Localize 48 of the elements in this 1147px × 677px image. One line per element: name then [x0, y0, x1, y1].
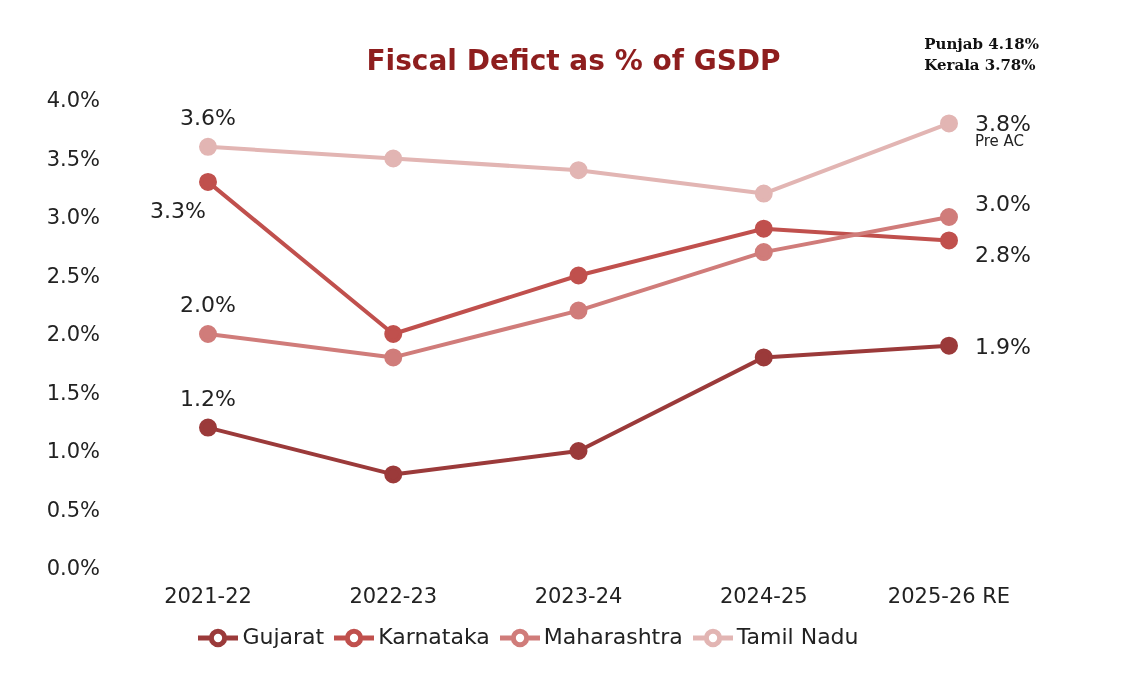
data-label: 3.6%	[180, 104, 236, 130]
point	[754, 219, 773, 238]
data-label: 2.0%	[180, 292, 236, 317]
point	[199, 418, 217, 437]
x-tick-label: 2024-25	[719, 583, 808, 608]
data-label: 1.9%	[975, 333, 1031, 359]
point	[754, 348, 773, 367]
y-tick-label: 2.5%	[46, 263, 100, 288]
data-label: 3.3%	[150, 197, 206, 223]
point	[384, 149, 403, 168]
legend-label: Maharashtra	[543, 624, 683, 649]
point	[754, 184, 773, 203]
point	[940, 231, 958, 250]
text: Kerala 3.78%	[924, 55, 1037, 76]
legend-label: Tamil Nadu	[736, 624, 859, 649]
x-tick-label: 2023-24	[534, 583, 623, 608]
x-tick-label: 2025-26 RE	[887, 583, 1011, 608]
legend-label: Karnataka	[378, 624, 490, 649]
y-tick-label: 3.0%	[46, 205, 100, 230]
x-tick-label: 2022-23	[349, 583, 438, 608]
point	[384, 465, 403, 484]
point	[199, 137, 217, 156]
y-tick-label: 3.5%	[46, 146, 100, 171]
y-tick-label: 0.0%	[46, 556, 100, 581]
point	[384, 325, 403, 343]
text: Punjab 4.18%	[924, 34, 1039, 55]
point	[384, 348, 403, 367]
point	[569, 161, 588, 180]
point	[199, 172, 217, 191]
data-label: 1.2%	[180, 385, 236, 411]
chart-title: Fiscal Defict as % of GSDP	[366, 44, 781, 77]
point	[754, 243, 773, 262]
y-tick-label: 1.5%	[46, 380, 100, 405]
y-tick-label: 4.0%	[46, 88, 100, 113]
point	[569, 266, 588, 285]
point	[940, 114, 958, 133]
point	[569, 301, 588, 320]
legend-label: Gujarat	[242, 624, 325, 649]
x-tick-label: 2021-22	[164, 583, 252, 608]
y-tick-label: 1.0%	[46, 439, 100, 464]
y-tick-label: 0.5%	[46, 497, 100, 522]
data-label: 3.0%	[975, 191, 1031, 216]
point	[569, 442, 588, 460]
y-tick-label: 2.0%	[46, 322, 100, 347]
point	[940, 208, 958, 226]
point	[940, 336, 958, 355]
data-label: 2.8%	[975, 242, 1031, 268]
point	[199, 325, 217, 343]
